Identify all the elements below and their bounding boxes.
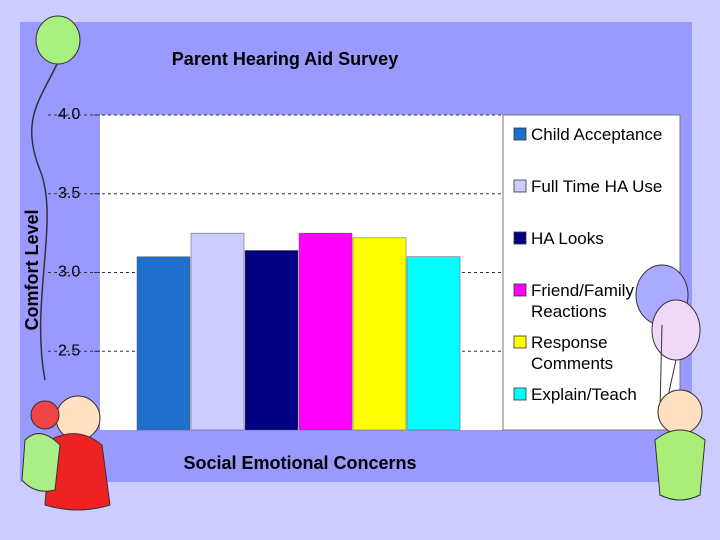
bar xyxy=(136,256,191,431)
bar xyxy=(406,256,461,431)
legend-label: Response Comments xyxy=(531,333,614,373)
chart-title: Parent Hearing Aid Survey xyxy=(172,49,398,69)
legend-label: HA Looks xyxy=(531,229,604,248)
y-tick-label: 3.0 xyxy=(58,264,80,281)
x-axis-label: Social Emotional Concerns xyxy=(183,453,416,473)
doll-head xyxy=(30,400,60,430)
baby-body xyxy=(654,429,706,501)
bar xyxy=(352,237,407,431)
y-tick-label: 4.0 xyxy=(58,106,80,123)
legend-swatch xyxy=(513,179,527,193)
doll-body xyxy=(21,433,61,492)
legend-swatch xyxy=(513,231,527,245)
legend-label: Explain/Teach xyxy=(531,385,637,404)
legend-swatch xyxy=(513,387,527,401)
balloon-string xyxy=(31,61,59,381)
legend-label: Full Time HA Use xyxy=(531,177,663,196)
legend-label: Child Acceptance xyxy=(531,125,663,144)
y-tick-label: 2.5 xyxy=(58,342,80,359)
legend-swatch xyxy=(513,283,527,297)
bar xyxy=(244,250,299,431)
bar xyxy=(298,232,353,431)
y-axis-label: Comfort Level xyxy=(22,209,42,330)
legend-swatch xyxy=(513,127,527,141)
bar xyxy=(190,232,245,431)
balloon xyxy=(35,15,81,65)
girl-dress xyxy=(44,433,111,511)
y-tick-label: 3.5 xyxy=(58,185,80,202)
legend-label: Friend/Family Reactions xyxy=(531,281,634,321)
legend-swatch xyxy=(513,335,527,349)
